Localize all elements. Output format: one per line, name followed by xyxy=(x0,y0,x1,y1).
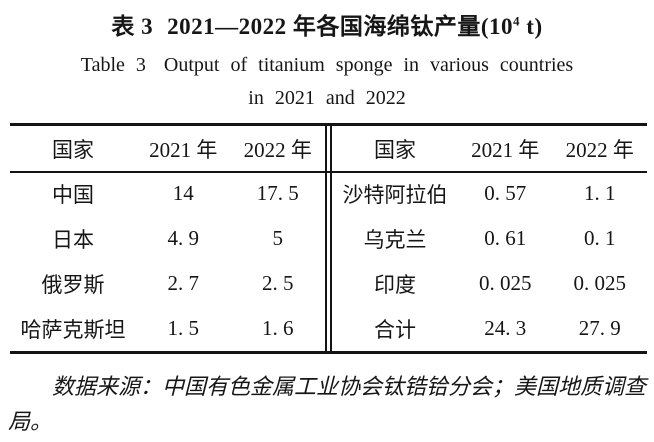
country-cell: 日本 xyxy=(52,227,94,252)
header-row: 国家 2021 年 2022 年 xyxy=(332,126,647,171)
unit-exponent: 4 xyxy=(513,13,521,29)
data-table: 国家 2021 年 2022 年 中国 14 17. 5 日本 4. 9 5 俄… xyxy=(10,123,647,354)
header-underline-rule xyxy=(10,171,647,173)
table-row: 合计 24. 3 27. 9 xyxy=(332,306,647,351)
value-cell: 24. 3 xyxy=(484,316,527,340)
column-header-2021: 2021 年 xyxy=(149,137,218,162)
country-cell: 印度 xyxy=(374,272,416,297)
value-cell: 0. 025 xyxy=(573,271,627,295)
table-row: 哈萨克斯坦 1. 5 1. 6 xyxy=(10,306,325,351)
country-cell: 中国 xyxy=(52,182,94,207)
column-header-country: 国家 xyxy=(52,137,94,162)
value-cell: 4. 9 xyxy=(167,226,200,250)
value-cell: 0. 025 xyxy=(479,271,532,295)
table-row: 印度 0. 025 0. 025 xyxy=(332,261,647,306)
value-cell: 1. 5 xyxy=(167,316,200,340)
table-row: 日本 4. 9 5 xyxy=(10,216,325,261)
column-header-country: 国家 xyxy=(374,137,416,162)
table-row: 乌克兰 0. 61 0. 1 xyxy=(332,216,647,261)
unit-suffix: t) xyxy=(520,14,543,39)
value-cell: 2. 7 xyxy=(167,271,200,295)
value-cell: 17. 5 xyxy=(256,181,299,205)
table-row: 俄罗斯 2. 7 2. 5 xyxy=(10,261,325,306)
table-right-panel: 国家 2021 年 2022 年 沙特阿拉伯 0. 57 1. 1 乌克兰 0.… xyxy=(332,126,647,351)
column-header-2021: 2021 年 xyxy=(471,137,540,162)
table-caption-en-line1: Table 3 Output of titanium sponge in vari… xyxy=(0,52,654,78)
value-cell: 0. 1 xyxy=(584,226,616,250)
table-number-zh: 表 3 xyxy=(111,14,154,39)
table-title-zh: 2021—2022 年各国海绵钛产量(10 xyxy=(167,14,514,39)
column-header-2022: 2022 年 xyxy=(243,137,312,162)
country-cell: 沙特阿拉伯 xyxy=(342,182,448,207)
value-cell: 0. 57 xyxy=(484,181,527,205)
country-cell: 合计 xyxy=(374,317,416,342)
table-row: 中国 14 17. 5 xyxy=(10,171,325,216)
value-cell: 1. 6 xyxy=(262,316,294,340)
data-source-note: 数据来源：中国有色金属工业协会钛锆铪分会；美国地质调查局。 xyxy=(8,374,647,434)
value-cell: 2. 5 xyxy=(262,271,294,295)
country-cell: 乌克兰 xyxy=(363,227,427,252)
country-cell: 哈萨克斯坦 xyxy=(20,317,126,342)
table-left-panel: 国家 2021 年 2022 年 中国 14 17. 5 日本 4. 9 5 俄… xyxy=(10,126,325,351)
table-row: 沙特阿拉伯 0. 57 1. 1 xyxy=(332,171,647,216)
value-cell: 1. 1 xyxy=(584,181,616,205)
table-caption-en-line2: in 2021 and 2022 xyxy=(248,87,406,109)
value-cell: 0. 61 xyxy=(484,226,527,250)
value-cell: 5 xyxy=(272,226,284,250)
table-number-en: Table 3 xyxy=(80,54,146,76)
table-caption-zh: 表 3 2021—2022 年各国海绵钛产量(104 t) xyxy=(0,0,654,42)
value-cell: 14 xyxy=(172,181,194,205)
country-cell: 俄罗斯 xyxy=(41,272,105,297)
header-row: 国家 2021 年 2022 年 xyxy=(10,126,325,171)
value-cell: 27. 9 xyxy=(578,316,621,340)
column-header-2022: 2022 年 xyxy=(565,137,634,162)
panel-divider-double-rule xyxy=(325,126,332,351)
table-title-en: Output of titanium sponge in various cou… xyxy=(163,54,574,76)
